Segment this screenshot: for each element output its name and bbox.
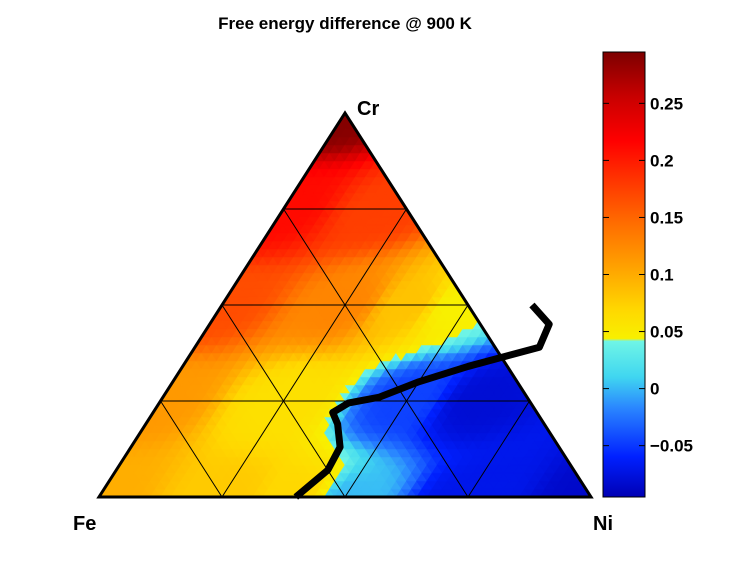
colorbar-tick-label: 0.05 [650,323,683,342]
zero-contour-line [293,302,553,500]
vertex-label-top: Cr [357,98,379,120]
colorbar-tick-label: 0.25 [650,94,683,113]
grid-line [221,304,346,498]
grid-line [467,400,530,498]
ternary-frame [96,110,594,499]
chart-title: Free energy difference @ 900 K [218,14,472,33]
grid-line [283,208,469,498]
colorbar-tick-label: 0.1 [650,266,674,285]
colorbar-ticks: −0.05 0 0.05 0.1 0.15 0.2 0.25 [603,94,693,456]
colorbar-tick-label: −0.05 [650,437,693,456]
colorbar: −0.05 0 0.05 0.1 0.15 0.2 0.25 [602,51,693,498]
ternary-grid [160,208,530,498]
grid-line [344,304,469,498]
colorbar-tick-label: 0.2 [650,151,674,170]
grid-line [160,400,223,498]
vertex-label-right: Ni [593,513,613,535]
colorbar-tick-label: 0 [650,380,659,399]
vertex-label-left: Fe [73,513,96,535]
colorbar-gradient [602,51,646,498]
colorbar-tick-label: 0.15 [650,208,683,227]
grid-line [221,208,407,498]
